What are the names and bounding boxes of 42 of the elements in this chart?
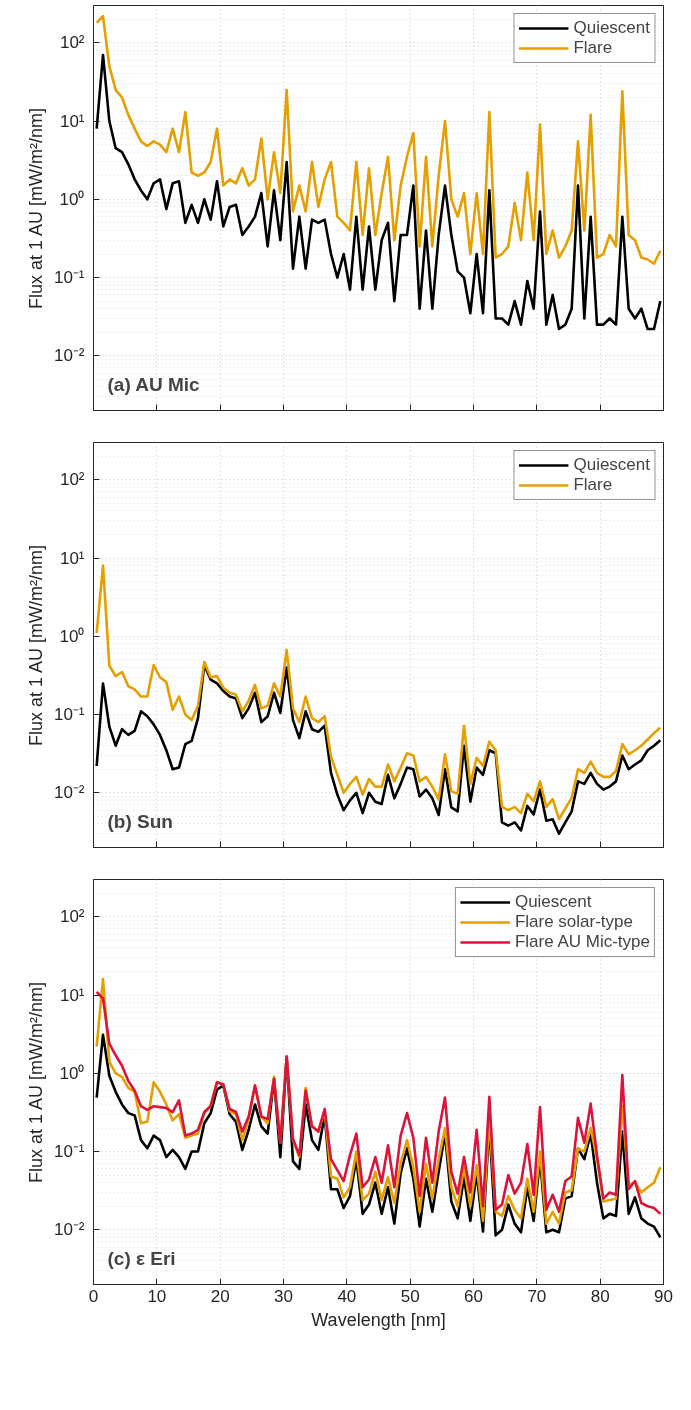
y-tick-label: 10⁻² [53, 346, 85, 366]
x-tick-label: 80 [590, 1286, 610, 1306]
legend-label: Flare AU Mic-type [514, 932, 650, 952]
legend-label: Flare [573, 38, 613, 58]
y-tick-label: 10¹ [59, 111, 85, 131]
y-tick-label: 10¹ [59, 548, 85, 568]
legend-label: Quiescent [573, 18, 650, 38]
y-tick-label: 10² [59, 33, 85, 53]
x-tick-label: 0 [88, 1286, 99, 1306]
y-tick-label: 10⁰ [59, 1063, 85, 1083]
y-tick-label: 10⁻¹ [53, 1142, 85, 1162]
line-series [95, 663, 662, 836]
x-tick-label: 20 [210, 1286, 230, 1306]
line-series [95, 53, 662, 331]
y-tick-label: 10⁻¹ [53, 268, 85, 288]
legend-label: Flare solar-type [514, 912, 634, 932]
y-tick-label: 10⁻¹ [53, 705, 85, 725]
x-axis-title: Wavelength [nm] [311, 1309, 446, 1330]
y-axis-title: Flux at 1 AU [mW/m²/nm] [25, 544, 46, 747]
annotation: (a) AU Mic [107, 373, 201, 395]
legend-label: Quiescent [514, 892, 592, 912]
legend-label: Quiescent [573, 455, 650, 475]
annotation: (c) ε Eri [107, 1247, 176, 1269]
annotation: (b) Sun [107, 810, 173, 832]
y-axis-title: Flux at 1 AU [mW/m²/nm] [25, 107, 46, 310]
y-tick-label: 10² [59, 907, 85, 927]
y-tick-label: 10⁰ [59, 189, 85, 209]
legend-label: Flare [573, 475, 613, 495]
y-tick-label: 10² [59, 470, 85, 490]
x-tick-label: 50 [400, 1286, 420, 1306]
y-tick-label: 10⁻² [53, 783, 85, 803]
line-series [95, 14, 662, 266]
x-tick-label: 40 [337, 1286, 357, 1306]
y-tick-label: 10⁻² [53, 1220, 85, 1240]
x-tick-label: 70 [527, 1286, 547, 1306]
x-tick-label: 30 [274, 1286, 293, 1306]
y-axis-title: Flux at 1 AU [mW/m²/nm] [25, 981, 46, 1184]
x-tick-label: 90 [654, 1286, 673, 1306]
x-tick-label: 60 [464, 1286, 483, 1306]
y-tick-label: 10⁰ [59, 626, 85, 646]
y-tick-label: 10¹ [59, 985, 85, 1005]
x-tick-label: 10 [147, 1286, 167, 1306]
